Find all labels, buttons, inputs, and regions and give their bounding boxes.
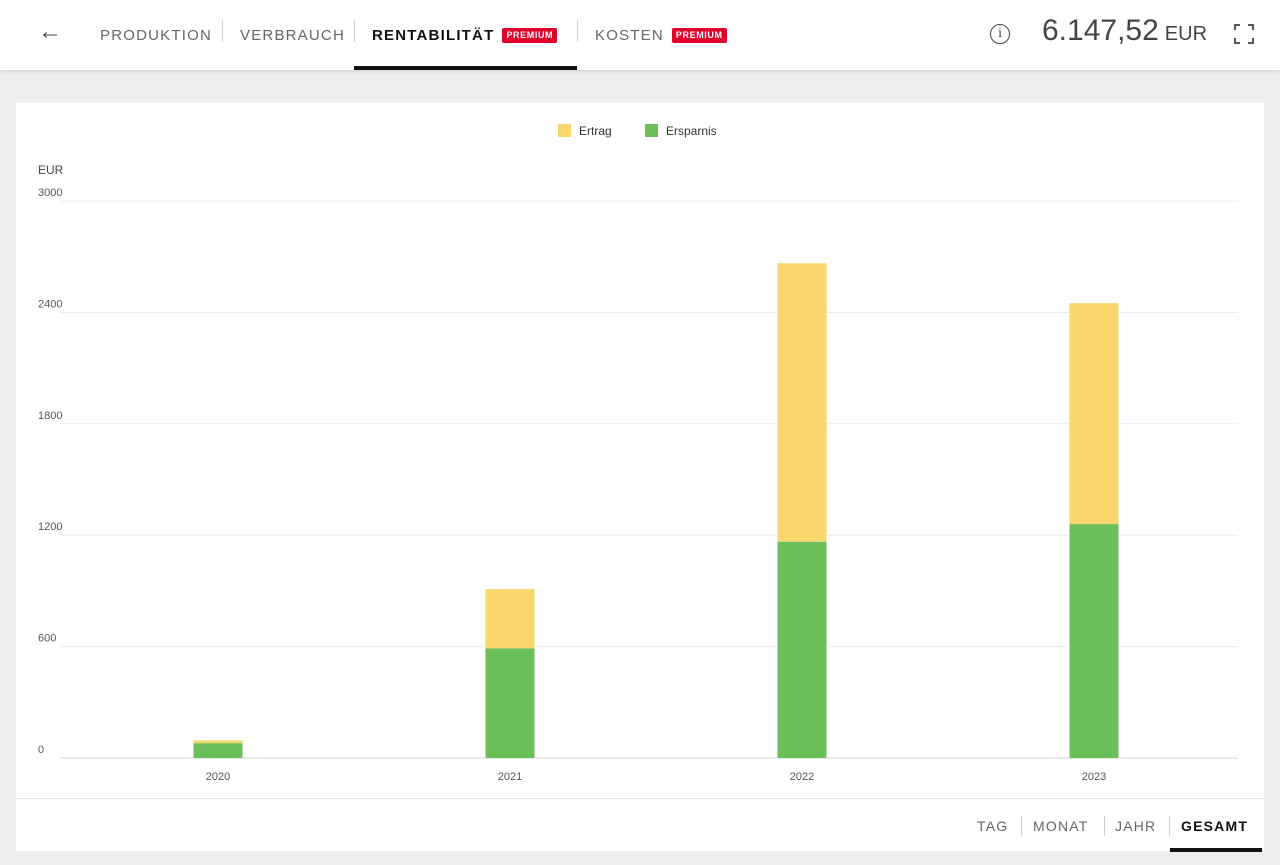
legend-swatch-ertrag bbox=[558, 124, 571, 137]
bar-ertrag-2022 bbox=[778, 263, 827, 542]
period-divider bbox=[1021, 816, 1022, 836]
x-tick-label: 2021 bbox=[498, 771, 522, 783]
period-jahr[interactable]: JAHR bbox=[1115, 799, 1156, 852]
tab-rentabilitaet[interactable]: RENTABILITÄT PREMIUM bbox=[354, 0, 577, 70]
tab-label: VERBRAUCH bbox=[240, 27, 345, 44]
bar-ertrag-2023 bbox=[1070, 303, 1119, 524]
total-currency: EUR bbox=[1165, 23, 1207, 46]
chart-card: 0 600 1200 1800 2400 3000 EUR 2020 2021 2022 2023 E… bbox=[16, 103, 1264, 851]
tab-produktion[interactable]: PRODUKTION bbox=[100, 0, 212, 70]
tab-verbrauch[interactable]: VERBRAUCH bbox=[240, 0, 345, 70]
period-divider bbox=[1104, 816, 1105, 836]
premium-badge: PREMIUM bbox=[672, 28, 727, 43]
bar-ertrag-2020 bbox=[194, 740, 243, 743]
legend-label-ersparnis: Ersparnis bbox=[666, 124, 717, 138]
tab-label: PRODUKTION bbox=[100, 27, 212, 44]
x-tick-label: 2023 bbox=[1082, 771, 1106, 783]
top-navigation-bar: ← PRODUKTION VERBRAUCH RENTABILITÄT PREM… bbox=[0, 0, 1280, 70]
total-value: 6.147,52 EUR bbox=[1042, 14, 1207, 54]
period-tag[interactable]: TAG bbox=[977, 799, 1008, 852]
premium-badge: PREMIUM bbox=[502, 28, 557, 43]
x-tick-label: 2020 bbox=[206, 771, 230, 783]
period-label: GESAMT bbox=[1181, 818, 1248, 834]
y-axis-label: EUR bbox=[38, 163, 64, 177]
tab-divider bbox=[577, 20, 578, 42]
total-amount: 6.147,52 bbox=[1042, 14, 1159, 48]
y-tick-label: 1800 bbox=[38, 410, 62, 422]
period-gesamt[interactable]: GESAMT bbox=[1170, 799, 1262, 852]
info-circle-icon[interactable]: i bbox=[990, 24, 1010, 44]
tab-label: KOSTEN bbox=[595, 27, 664, 44]
tab-label: RENTABILITÄT bbox=[372, 27, 494, 44]
y-tick-label: 0 bbox=[38, 744, 44, 756]
legend-swatch-ersparnis bbox=[645, 124, 658, 137]
period-label: MONAT bbox=[1033, 818, 1089, 834]
period-selector: TAG MONAT JAHR GESAMT bbox=[16, 798, 1264, 851]
bar-ersparnis-2020 bbox=[194, 743, 243, 758]
y-tick-label: 600 bbox=[38, 633, 56, 645]
y-tick-label: 3000 bbox=[38, 187, 62, 199]
x-tick-label: 2022 bbox=[790, 771, 814, 783]
bar-ersparnis-2021 bbox=[486, 648, 535, 758]
y-tick-label: 1200 bbox=[38, 521, 62, 533]
period-label: TAG bbox=[977, 818, 1008, 834]
stacked-bar-chart: 0 600 1200 1800 2400 3000 EUR 2020 2021 2022 2023 E… bbox=[16, 103, 1264, 798]
period-monat[interactable]: MONAT bbox=[1033, 799, 1089, 852]
arrow-left-icon[interactable]: ← bbox=[36, 18, 64, 46]
bar-ersparnis-2023 bbox=[1070, 524, 1119, 758]
tab-divider bbox=[222, 20, 223, 42]
bar-ertrag-2021 bbox=[486, 589, 535, 648]
legend-label-ertrag: Ertrag bbox=[579, 124, 612, 138]
bar-ersparnis-2022 bbox=[778, 542, 827, 758]
y-tick-label: 2400 bbox=[38, 298, 62, 310]
fullscreen-icon[interactable] bbox=[1232, 22, 1256, 46]
tab-kosten[interactable]: KOSTEN PREMIUM bbox=[595, 0, 727, 70]
period-label: JAHR bbox=[1115, 818, 1156, 834]
